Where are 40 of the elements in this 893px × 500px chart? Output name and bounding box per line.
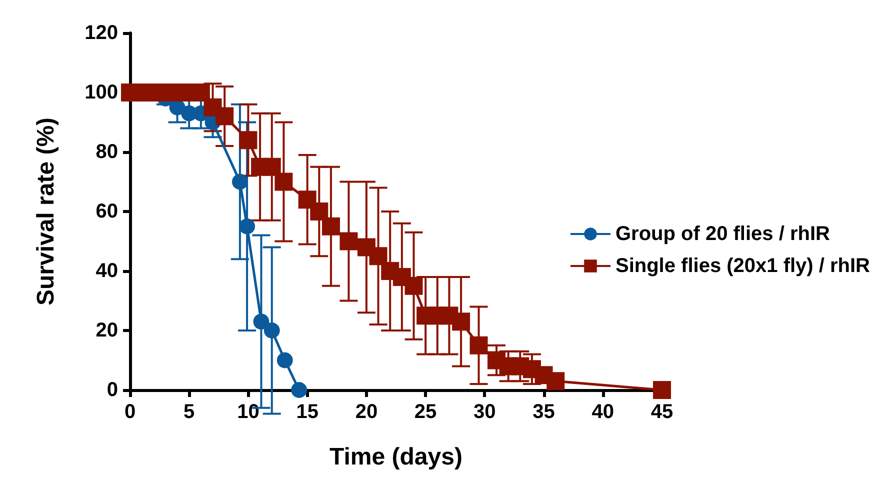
x-tick-label: 10 (237, 401, 260, 423)
y-tick-label: 120 (84, 22, 118, 44)
y-tick-label: 60 (96, 200, 118, 222)
point (470, 336, 488, 354)
x-tick-label: 40 (592, 401, 614, 423)
point (276, 352, 293, 368)
point (452, 312, 470, 331)
point (239, 131, 258, 150)
y-axis-title: Survival rate (%) (32, 117, 60, 306)
point (369, 247, 388, 266)
y-tick-label: 40 (96, 260, 118, 282)
legend-label: Single flies (20x1 fly) / rhIR (615, 255, 871, 277)
x-tick-label: 25 (414, 401, 437, 423)
point (264, 322, 280, 338)
point (546, 372, 565, 390)
point (340, 232, 358, 250)
point (310, 202, 328, 220)
y-tick-label: 0 (106, 379, 118, 401)
point (291, 382, 308, 398)
point (404, 276, 423, 295)
point (274, 172, 293, 191)
x-tick-label: 35 (532, 401, 555, 423)
x-tick-label: 45 (650, 401, 674, 423)
point (653, 381, 671, 399)
x-tick-label: 30 (474, 401, 496, 423)
x-tick-label: 15 (296, 401, 318, 423)
point (232, 174, 248, 190)
point (239, 218, 256, 234)
point (253, 314, 270, 330)
x-tick-label: 0 (124, 401, 136, 423)
point (216, 107, 234, 126)
point (262, 158, 281, 176)
y-tick-label: 100 (84, 82, 118, 104)
y-tick-label: 80 (96, 141, 118, 163)
legend-label: Group of 20 flies / rhIR (615, 223, 831, 245)
x-tick-label: 5 (184, 401, 195, 423)
x-tick-label: 20 (355, 401, 378, 423)
x-axis-title: Time (days) (330, 444, 462, 470)
y-tick-label: 20 (96, 320, 118, 342)
point (322, 217, 340, 236)
